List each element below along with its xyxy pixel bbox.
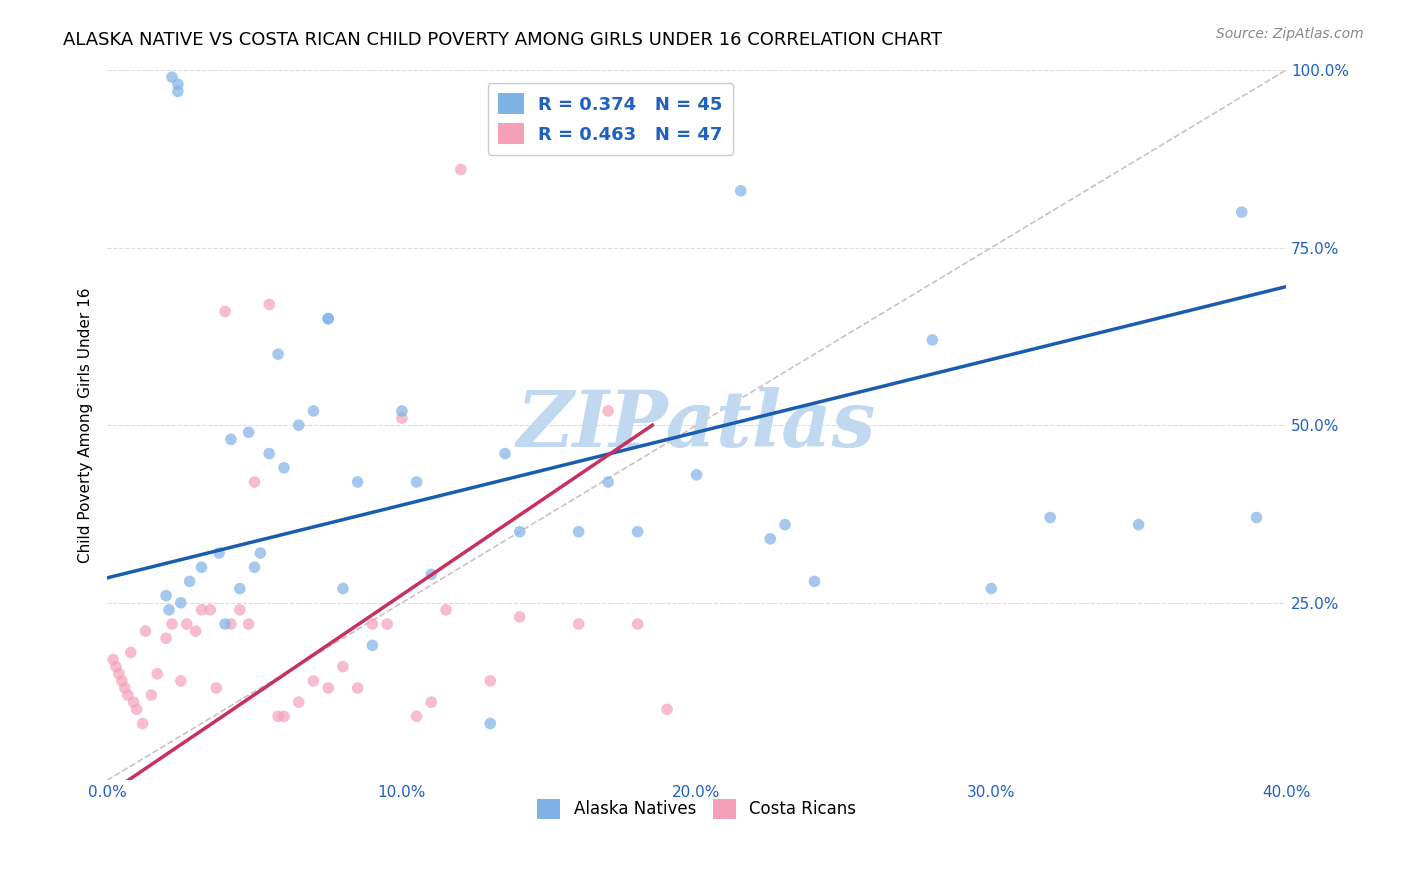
- Point: [655, 702, 678, 716]
- Point: [420, 695, 443, 709]
- Point: [160, 70, 183, 85]
- Point: [257, 447, 280, 461]
- Point: [568, 524, 591, 539]
- Point: [980, 582, 1002, 596]
- Point: [287, 695, 309, 709]
- Point: [759, 532, 782, 546]
- Point: [361, 638, 384, 652]
- Point: [332, 659, 354, 673]
- Point: [205, 681, 228, 695]
- Point: [167, 77, 190, 91]
- Point: [214, 617, 236, 632]
- Y-axis label: Child Poverty Among Girls Under 16: Child Poverty Among Girls Under 16: [79, 287, 93, 563]
- Point: [302, 673, 325, 688]
- Point: [257, 297, 280, 311]
- Point: [1230, 205, 1253, 219]
- Point: [108, 666, 131, 681]
- Point: [141, 688, 163, 702]
- Point: [346, 475, 368, 489]
- Point: [160, 617, 183, 632]
- Point: [626, 617, 648, 632]
- Point: [146, 666, 169, 681]
- Point: [214, 304, 236, 318]
- Point: [391, 411, 413, 425]
- Text: Source: ZipAtlas.com: Source: ZipAtlas.com: [1216, 27, 1364, 41]
- Point: [302, 404, 325, 418]
- Legend: Alaska Natives, Costa Ricans: Alaska Natives, Costa Ricans: [530, 793, 863, 825]
- Point: [494, 447, 516, 461]
- Point: [125, 702, 148, 716]
- Point: [131, 716, 153, 731]
- Point: [122, 695, 145, 709]
- Point: [316, 681, 339, 695]
- Point: [434, 603, 457, 617]
- Point: [167, 84, 190, 98]
- Point: [375, 617, 398, 632]
- Point: [243, 475, 266, 489]
- Point: [626, 524, 648, 539]
- Point: [176, 617, 198, 632]
- Text: ALASKA NATIVE VS COSTA RICAN CHILD POVERTY AMONG GIRLS UNDER 16 CORRELATION CHAR: ALASKA NATIVE VS COSTA RICAN CHILD POVER…: [63, 31, 942, 49]
- Point: [117, 688, 139, 702]
- Point: [267, 347, 290, 361]
- Point: [332, 582, 354, 596]
- Point: [316, 311, 339, 326]
- Point: [450, 162, 472, 177]
- Point: [405, 475, 427, 489]
- Point: [921, 333, 943, 347]
- Point: [598, 404, 620, 418]
- Point: [598, 475, 620, 489]
- Point: [361, 617, 384, 632]
- Point: [114, 681, 136, 695]
- Point: [219, 433, 242, 447]
- Point: [243, 560, 266, 574]
- Point: [273, 709, 295, 723]
- Point: [287, 418, 309, 433]
- Point: [134, 624, 156, 639]
- Point: [170, 673, 193, 688]
- Point: [420, 567, 443, 582]
- Point: [101, 652, 124, 666]
- Point: [229, 603, 252, 617]
- Point: [773, 517, 796, 532]
- Point: [267, 709, 290, 723]
- Point: [479, 673, 502, 688]
- Point: [120, 645, 142, 659]
- Point: [730, 184, 752, 198]
- Point: [190, 603, 212, 617]
- Point: [346, 681, 368, 695]
- Point: [238, 425, 260, 440]
- Point: [1246, 510, 1268, 524]
- Point: [208, 546, 231, 560]
- Point: [184, 624, 207, 639]
- Point: [479, 716, 502, 731]
- Point: [111, 673, 134, 688]
- Point: [190, 560, 212, 574]
- Point: [568, 617, 591, 632]
- Point: [105, 659, 128, 673]
- Point: [1039, 510, 1062, 524]
- Point: [238, 617, 260, 632]
- Point: [405, 709, 427, 723]
- Point: [509, 610, 531, 624]
- Point: [229, 582, 252, 596]
- Text: ZIPatlas: ZIPatlas: [517, 387, 876, 464]
- Point: [509, 524, 531, 539]
- Point: [157, 603, 180, 617]
- Point: [219, 617, 242, 632]
- Point: [170, 596, 193, 610]
- Point: [249, 546, 271, 560]
- Point: [1128, 517, 1150, 532]
- Point: [273, 460, 295, 475]
- Point: [803, 574, 825, 589]
- Point: [391, 404, 413, 418]
- Point: [200, 603, 222, 617]
- Point: [685, 467, 707, 482]
- Point: [316, 311, 339, 326]
- Point: [155, 589, 177, 603]
- Point: [179, 574, 201, 589]
- Point: [155, 632, 177, 646]
